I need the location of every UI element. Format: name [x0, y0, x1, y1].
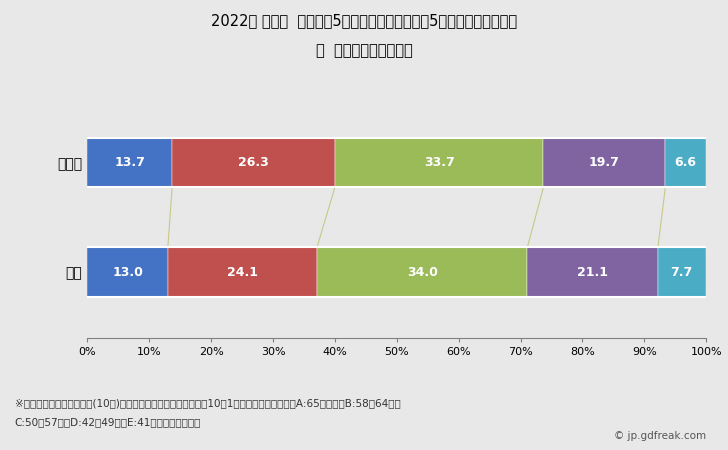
Text: 13.7: 13.7 — [114, 156, 145, 169]
Text: 21.1: 21.1 — [577, 266, 608, 279]
Text: 2022年 広島県  女子小学5年生の体力運動能力の5段階評価による分布: 2022年 広島県 女子小学5年生の体力運動能力の5段階評価による分布 — [211, 14, 517, 28]
Bar — [87, 138, 172, 187]
Text: ※体力・運動能力総合評価(10歳)は新体力テストの項目別得点（10～1点）の合計によって、A:65点以上、B:58～64点、: ※体力・運動能力総合評価(10歳)は新体力テストの項目別得点（10～1点）の合計… — [15, 398, 400, 408]
Text: 19.7: 19.7 — [589, 156, 620, 169]
Text: C:50～57点、D:42～49点、E:41点以下としている: C:50～57点、D:42～49点、E:41点以下としている — [15, 418, 201, 428]
Text: © jp.gdfreak.com: © jp.gdfreak.com — [614, 431, 706, 441]
Text: 13.0: 13.0 — [112, 266, 143, 279]
Bar — [543, 138, 665, 187]
Text: 6.6: 6.6 — [675, 156, 697, 169]
Text: 7.7: 7.7 — [670, 266, 693, 279]
Bar — [167, 248, 317, 297]
Bar — [87, 248, 167, 297]
Text: 33.7: 33.7 — [424, 156, 454, 169]
Bar — [527, 248, 658, 297]
Bar — [172, 138, 335, 187]
Bar — [665, 138, 706, 187]
Text: 26.3: 26.3 — [238, 156, 269, 169]
Bar — [317, 248, 527, 297]
Bar — [658, 248, 705, 297]
Text: ～  全国平均との比較～: ～ 全国平均との比較～ — [316, 43, 412, 58]
Bar — [335, 138, 543, 187]
Text: 34.0: 34.0 — [407, 266, 438, 279]
Text: 24.1: 24.1 — [227, 266, 258, 279]
